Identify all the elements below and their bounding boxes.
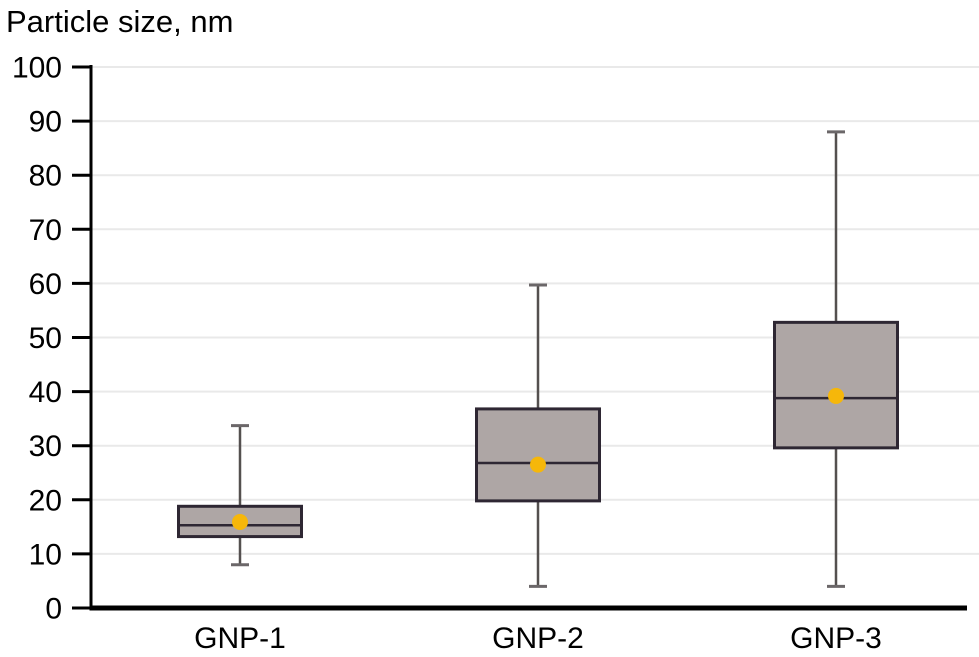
y-tick-label: 50 — [29, 322, 62, 355]
x-category-label-gnp-2: GNP-2 — [492, 622, 584, 655]
box-gnp-3 — [773, 320, 899, 450]
y-tick-label: 90 — [29, 106, 62, 139]
x-category-label-gnp-3: GNP-3 — [790, 622, 882, 655]
y-tick-label: 60 — [29, 268, 62, 301]
mean-dot-gnp-2 — [530, 456, 546, 473]
y-tick-label: 80 — [29, 160, 62, 193]
y-tick-label: 100 — [12, 52, 62, 85]
y-tick-label: 30 — [29, 430, 62, 463]
x-category-label-gnp-1: GNP-1 — [194, 622, 286, 655]
mean-dot-gnp-1 — [232, 513, 248, 530]
y-tick-label: 0 — [45, 593, 62, 626]
y-tick-label: 20 — [29, 484, 62, 517]
box-gnp-2 — [475, 407, 601, 503]
chart-title: Particle size, nm — [6, 4, 234, 39]
mean-dot-gnp-3 — [828, 387, 844, 404]
y-tick-label: 40 — [29, 376, 62, 409]
y-tick-label: 10 — [29, 538, 62, 571]
y-tick-label: 70 — [29, 214, 62, 247]
